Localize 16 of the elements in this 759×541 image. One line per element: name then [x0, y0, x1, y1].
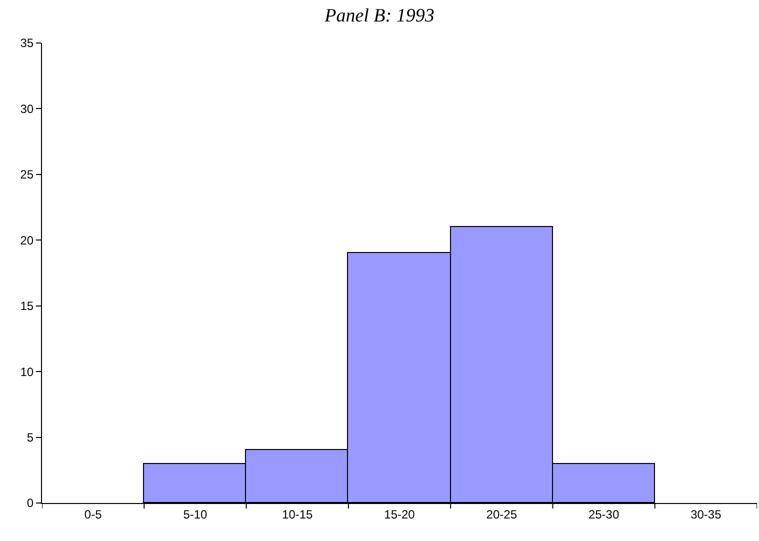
x-tick-label: 0-5: [84, 507, 102, 522]
y-tick-label: 35: [20, 36, 34, 50]
x-tick-label: 25-30: [588, 507, 620, 522]
y-tick-label: 30: [20, 102, 34, 116]
y-tick-label: 15: [20, 299, 34, 314]
y-tick-label: 20: [20, 233, 34, 248]
y-tick-label: 5: [26, 430, 34, 444]
x-tick-label: 5-10: [183, 507, 208, 522]
y-tick-label: 25: [20, 168, 34, 182]
y-tick-label: 0: [26, 496, 34, 510]
x-tick-label: 15-20: [384, 507, 416, 522]
x-tick-label: 10-15: [282, 507, 314, 522]
chart-title: Panel B: 1993: [324, 5, 434, 26]
x-tick-label: 30-35: [690, 507, 722, 522]
y-tick-label: 10: [20, 364, 34, 379]
x-tick-label: 20-25: [486, 507, 518, 522]
